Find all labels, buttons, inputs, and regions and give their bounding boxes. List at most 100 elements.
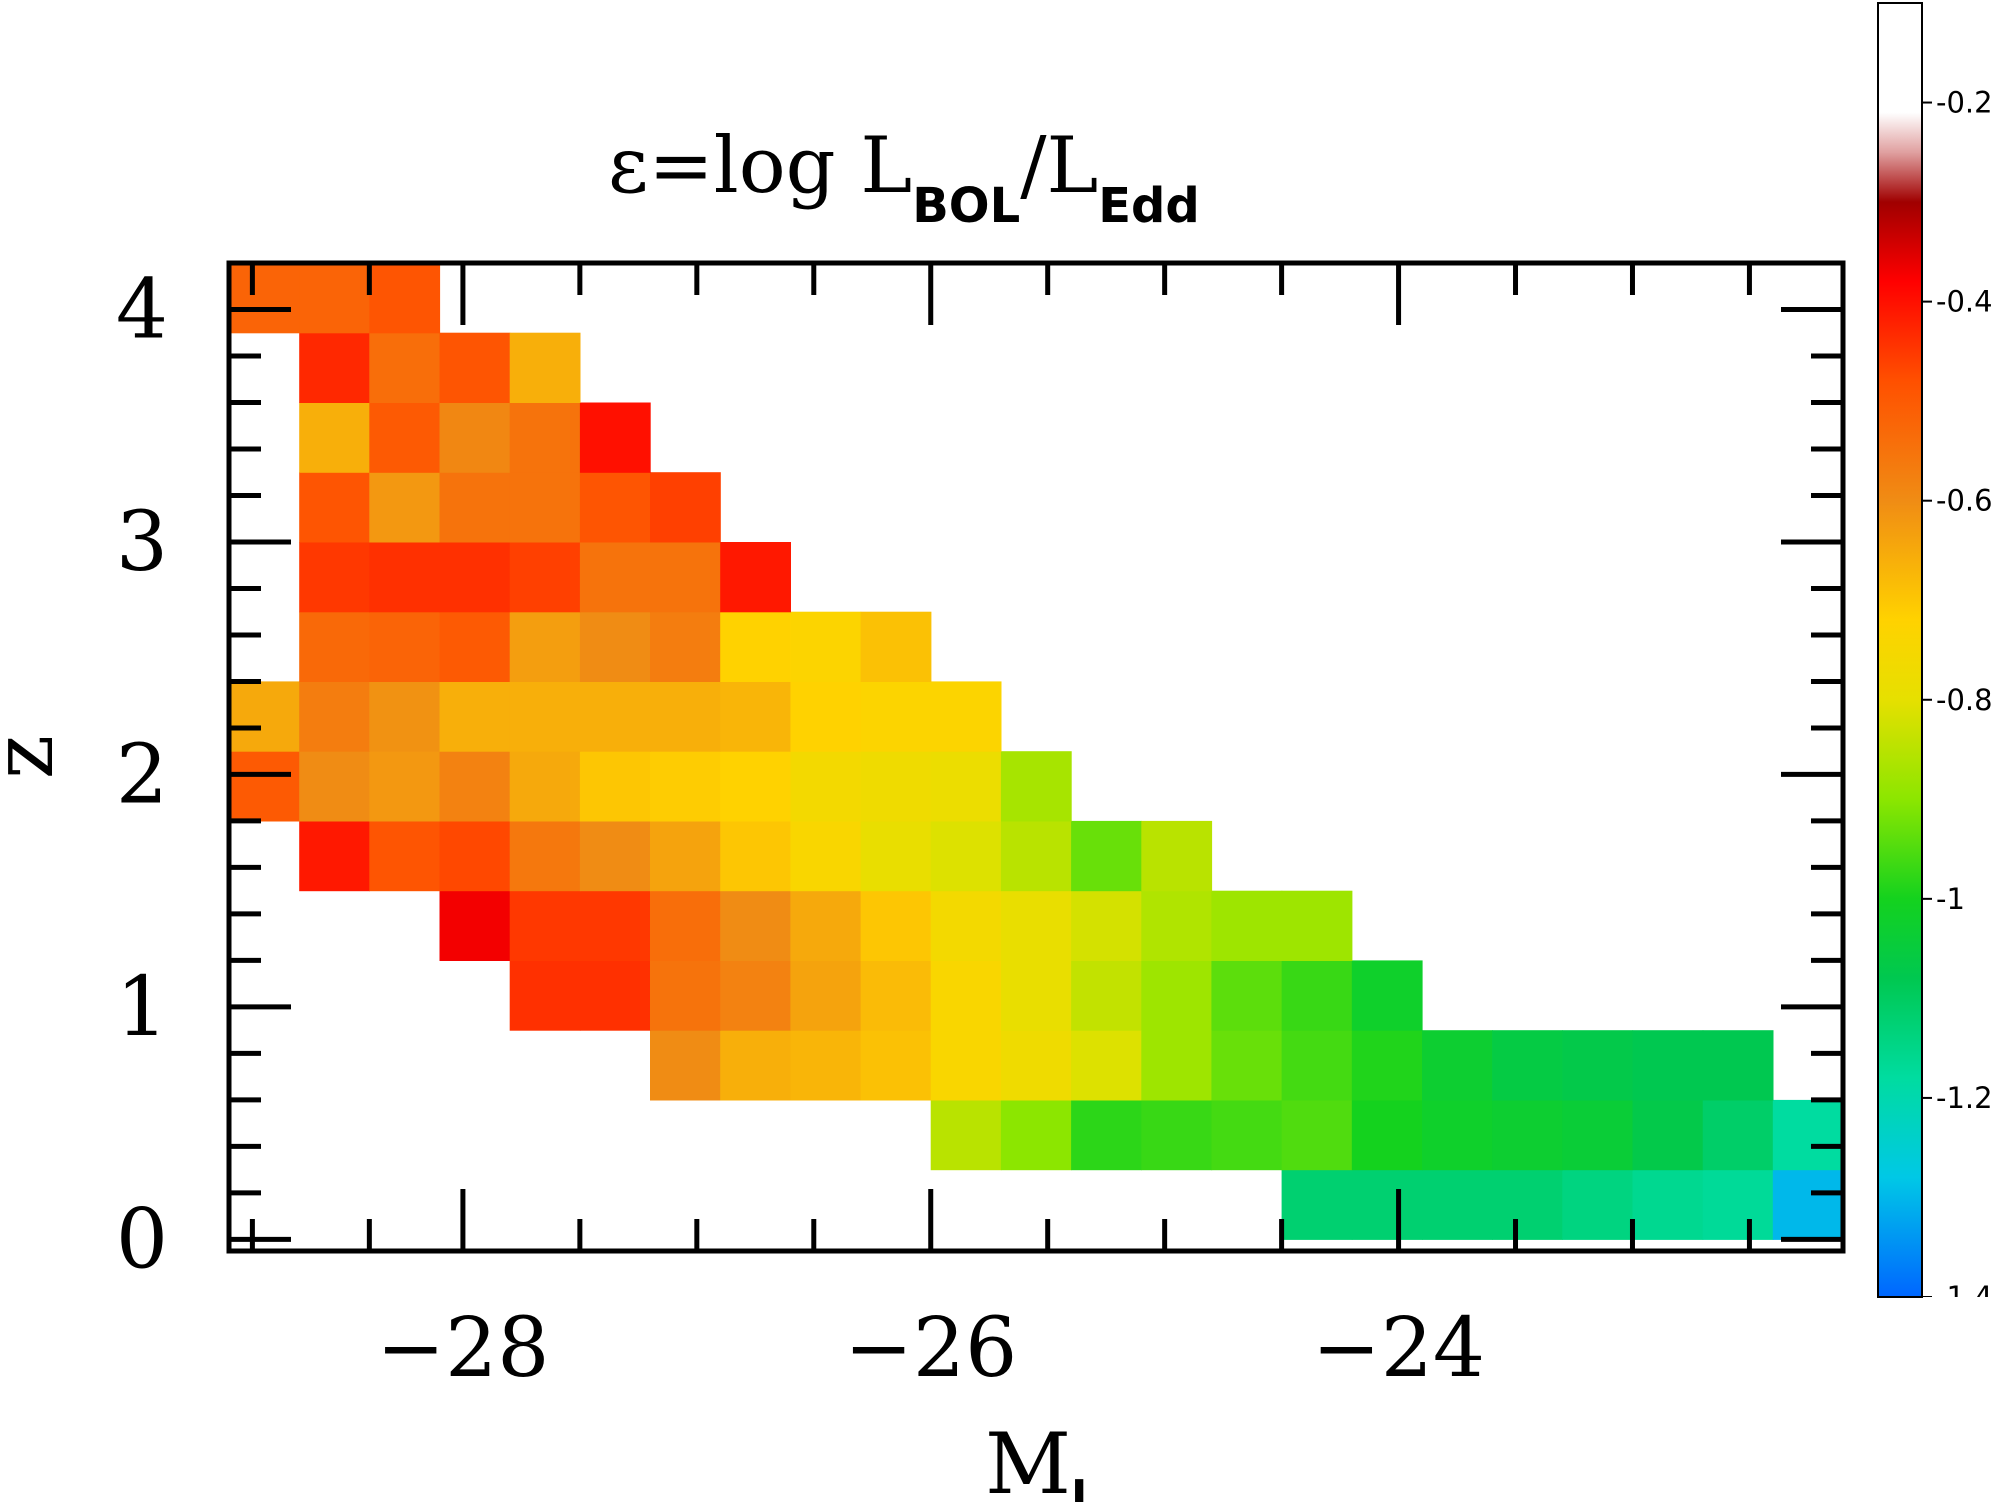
heatmap-cell [720,1030,791,1101]
colorbar-label: -0.6 [1936,484,1993,518]
heatmap-cell [369,542,441,613]
heatmap-cell [1281,1030,1353,1101]
heatmap-cell [369,751,441,822]
heatmap-cell [509,960,581,1031]
heatmap-cell [509,332,581,403]
x-axis-title: MI [985,1415,1087,1502]
heatmap-cell [1141,960,1213,1031]
heatmap-cell [579,820,651,892]
heatmap-cell [299,402,370,473]
heatmap-cell [1211,890,1283,961]
heatmap-cell [1632,1169,1704,1240]
heatmap-cell [1211,1099,1283,1171]
heatmap-cell [1281,1169,1353,1240]
heatmap-cell [439,472,511,543]
heatmap-cell [1000,1099,1072,1171]
heatmap-cell [650,890,721,961]
x-tick-label: −26 [844,1301,1017,1396]
y-tick-label: 3 [116,495,168,590]
heatmap-cell [579,472,651,543]
heatmap-cell [1141,1099,1213,1171]
heatmap-cell [439,820,511,892]
heatmap-cell [720,681,791,752]
heatmap-cell [1492,1169,1563,1240]
heatmap-cell [229,751,300,822]
heatmap-cell [1071,960,1142,1031]
heatmap-cells [229,263,1844,1240]
y-tick-label: 1 [116,960,168,1055]
heatmap-cell [579,402,651,473]
heatmap-cell [860,890,932,961]
heatmap-cell [1141,1030,1213,1101]
heatmap-cell [860,820,932,892]
heatmap-cell [1211,960,1283,1031]
heatmap-cell [650,472,721,543]
heatmap-cell [509,681,581,752]
heatmap-cell [720,542,791,613]
heatmap-cell [930,751,1002,822]
heatmap-cell [509,402,581,473]
heatmap-cell [650,542,721,613]
heatmap-cell [439,890,511,961]
heatmap-cell [229,263,300,334]
heatmap-cell [1351,960,1423,1031]
heatmap-cell [509,611,581,682]
heatmap-cell [439,402,511,473]
y-tick-labels: 0 1 2 3 4 [116,262,168,1287]
heatmap-cell [720,751,791,822]
heatmap-cell [299,472,370,543]
heatmap-cell [299,542,370,613]
heatmap-cell [650,751,721,822]
heatmap-cell [439,332,511,403]
heatmap-cell [439,751,511,822]
heatmap-cell [369,263,441,334]
y-tick-label: 2 [116,727,168,822]
heatmap-cell [930,890,1002,961]
heatmap-cell [1351,1169,1423,1240]
heatmap-cell [650,611,721,682]
colorbar-label: -1 [1936,882,1965,916]
heatmap-cell [860,960,932,1031]
heatmap-cell [439,681,511,752]
heatmap-cell [1492,1099,1563,1171]
heatmap-cell [1000,820,1072,892]
y-axis-title: z [0,735,72,779]
heatmap-cell [579,751,651,822]
heatmap-cell [369,332,441,403]
colorbar-label: -1.2 [1936,1081,1993,1115]
heatmap-cell [1492,1030,1563,1101]
heatmap-cell [720,611,791,682]
x-axis-title-sub: I [1071,1471,1087,1502]
heatmap-cell [1000,751,1072,822]
heatmap-cell [1211,1030,1283,1101]
heatmap-cell [439,542,511,613]
heatmap-cell [1702,1099,1774,1171]
chart-title: ε=log LBOL/LEdd [608,121,1200,234]
heatmap-cell [299,263,370,334]
heatmap-cell [1071,1099,1142,1171]
x-tick-labels: −28 −26 −24 [376,1301,1485,1396]
y-tick-label: 0 [116,1192,168,1287]
heatmap-cell [1281,960,1353,1031]
colorbar-ticks: -0.2 -0.4 -0.6 -0.8 -1 -1.2 -1.4 [1922,86,1993,1297]
heatmap-cell [790,890,862,961]
heatmap-cell [299,681,370,752]
heatmap-cell [1772,1169,1844,1240]
heatmap-cell [1141,820,1213,892]
title-mid: /L [1020,121,1098,211]
heatmap-cell [509,890,581,961]
heatmap-cell [1351,1099,1423,1171]
heatmap-cell [509,751,581,822]
heatmap-cell [299,611,370,682]
heatmap-cell [1000,1030,1072,1101]
heatmap-cell [509,820,581,892]
heatmap-cell [720,820,791,892]
heatmap-cell [579,960,651,1031]
heatmap-cell [930,681,1002,752]
y-tick-label: 4 [116,262,168,357]
heatmap-cell [790,611,862,682]
heatmap-cell [1422,1169,1493,1240]
heatmap-cell [579,890,651,961]
heatmap-cell [369,820,441,892]
